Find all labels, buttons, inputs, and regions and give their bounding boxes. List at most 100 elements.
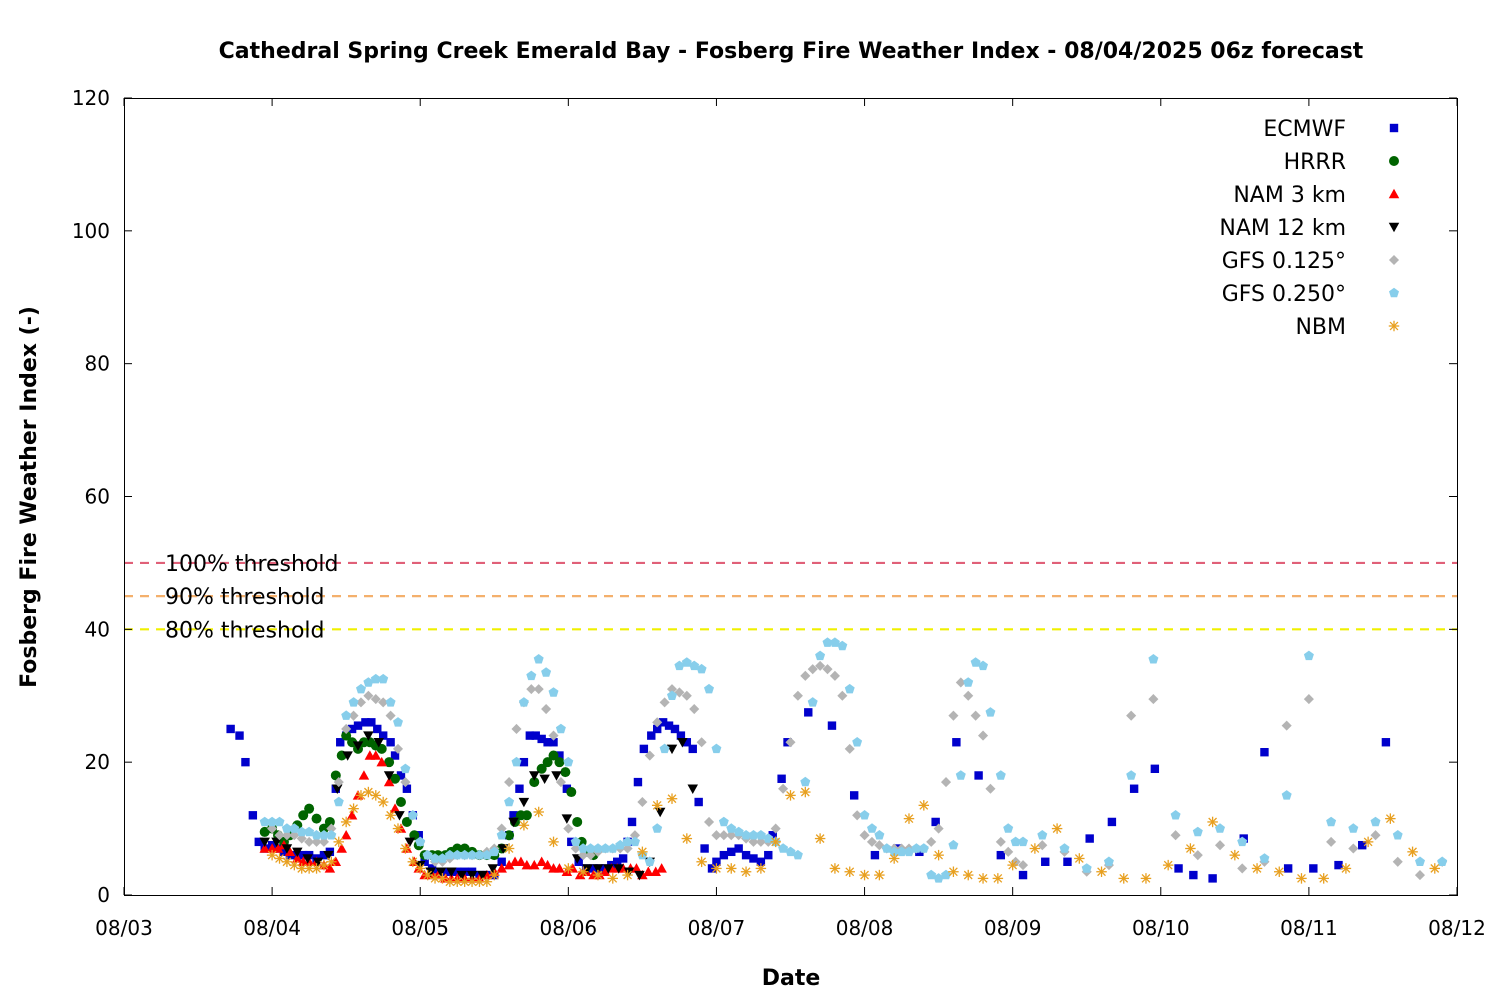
- data-point: [497, 857, 506, 866]
- data-point: [400, 777, 411, 788]
- data-point: [634, 870, 645, 881]
- data-point: [785, 737, 796, 748]
- data-point: [536, 856, 547, 866]
- legend-item: NAM 12 km: [1219, 216, 1400, 241]
- y-tick-label: 40: [85, 617, 110, 641]
- data-point: [996, 850, 1006, 860]
- data-point: [637, 796, 648, 808]
- data-point: [474, 849, 485, 860]
- data-point: [1303, 650, 1314, 661]
- legend-label: GFS 0.125°: [1222, 249, 1346, 274]
- data-point: [555, 751, 564, 760]
- data-point: [844, 866, 855, 878]
- data-point: [670, 724, 680, 734]
- data-point: [554, 863, 565, 873]
- y-tick-label: 60: [85, 485, 110, 509]
- data-point: [254, 837, 263, 847]
- data-point: [529, 859, 540, 870]
- data-point: [1251, 863, 1263, 874]
- data-point: [340, 816, 352, 828]
- data-point: [279, 847, 289, 857]
- data-point: [511, 756, 522, 767]
- data-point: [1126, 710, 1137, 721]
- data-point: [444, 876, 456, 887]
- legend-item: HRRR: [1284, 150, 1399, 175]
- data-point: [437, 853, 448, 863]
- data-point: [542, 859, 553, 870]
- y-tick-label: 100: [72, 219, 110, 243]
- data-point: [711, 830, 722, 841]
- data-point: [644, 750, 655, 761]
- data-point: [664, 721, 674, 730]
- data-point: [1407, 846, 1418, 858]
- data-point: [487, 864, 499, 874]
- data-point: [304, 803, 315, 814]
- data-point: [386, 738, 395, 747]
- data-point: [889, 846, 900, 857]
- data-point: [452, 843, 463, 854]
- data-point: [543, 738, 552, 747]
- data-point: [777, 774, 786, 783]
- data-point: [456, 870, 467, 881]
- data-point: [1237, 863, 1248, 874]
- data-point: [395, 797, 406, 808]
- data-point: [719, 850, 729, 860]
- data-point: [970, 710, 981, 721]
- data-point: [515, 784, 524, 793]
- data-point: [353, 721, 363, 730]
- data-point: [696, 856, 707, 868]
- data-point: [511, 723, 522, 734]
- data-point: [348, 697, 359, 707]
- data-point: [800, 786, 811, 798]
- data-point: [396, 771, 406, 780]
- data-point: [700, 844, 709, 853]
- data-point: [509, 811, 518, 820]
- data-point: [822, 637, 833, 647]
- data-point: [452, 876, 463, 887]
- data-point: [785, 790, 796, 801]
- data-point: [1348, 823, 1359, 833]
- data-point: [383, 771, 395, 781]
- data-point: [1296, 873, 1307, 884]
- data-point: [352, 741, 364, 751]
- data-point: [504, 796, 515, 807]
- legend-item: GFS 0.250°: [1222, 282, 1399, 307]
- data-point: [555, 723, 566, 734]
- data-point: [778, 783, 789, 794]
- data-point: [303, 863, 315, 874]
- x-tick-label: 08/07: [688, 916, 746, 940]
- y-axis: 0 20 40 60 80 100 120: [72, 86, 1457, 907]
- data-point: [503, 859, 515, 870]
- data-point: [896, 846, 907, 857]
- data-point: [1037, 830, 1048, 840]
- data-point: [874, 830, 885, 840]
- data-point: [1018, 870, 1028, 880]
- data-point: [674, 687, 685, 698]
- data-point: [444, 849, 455, 860]
- data-point: [1003, 823, 1014, 833]
- data-point: [274, 830, 285, 841]
- data-point: [400, 763, 411, 774]
- x-tick-label: 08/04: [243, 916, 301, 940]
- data-point: [704, 683, 714, 694]
- data-point: [827, 721, 837, 730]
- data-point: [681, 690, 692, 701]
- data-point: [570, 836, 581, 847]
- data-point: [302, 854, 313, 864]
- data-point: [318, 823, 329, 834]
- data-point: [630, 836, 640, 847]
- legend-label: NAM 12 km: [1219, 216, 1346, 241]
- data-point: [1051, 823, 1063, 834]
- data-point: [992, 873, 1004, 884]
- data-point: [1392, 856, 1403, 867]
- legend-marker: [1388, 188, 1400, 199]
- data-point: [1303, 694, 1314, 705]
- data-point: [629, 830, 641, 841]
- data-point: [259, 816, 270, 827]
- data-point: [361, 718, 370, 727]
- data-point: [561, 814, 573, 824]
- data-point: [615, 839, 626, 850]
- data-point: [1259, 853, 1270, 863]
- data-point: [336, 843, 347, 853]
- data-point: [383, 776, 395, 787]
